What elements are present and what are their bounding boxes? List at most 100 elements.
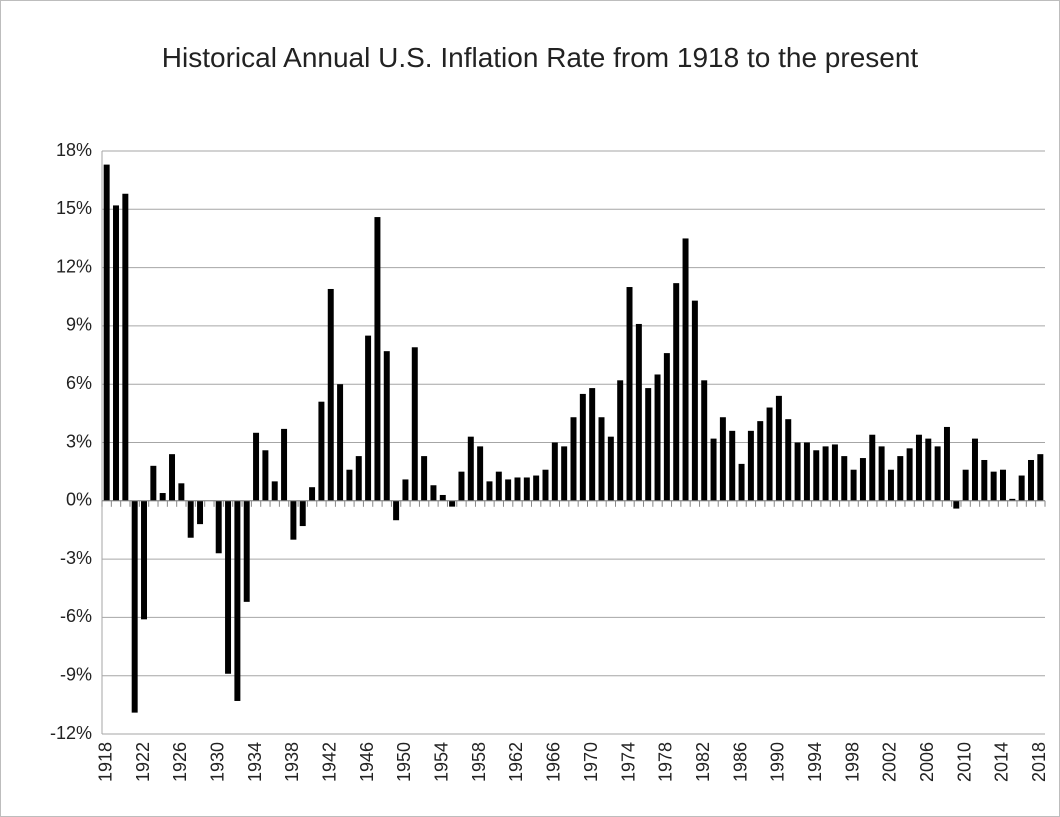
bar — [383, 351, 390, 501]
bar — [439, 494, 446, 501]
bar — [281, 428, 288, 501]
bar — [719, 417, 726, 501]
x-tick-label: 1982 — [693, 742, 713, 782]
bar — [990, 471, 997, 501]
bar — [430, 485, 437, 501]
bar — [262, 450, 269, 501]
x-tick-label: 2010 — [954, 742, 974, 782]
bar — [962, 469, 969, 501]
bar — [953, 500, 960, 509]
x-tick-label: 1938 — [282, 742, 302, 782]
bar — [523, 477, 530, 501]
bar — [551, 442, 558, 501]
bar — [542, 469, 549, 501]
bar — [971, 438, 978, 501]
bar — [346, 469, 353, 501]
x-tick-label: 1954 — [432, 742, 452, 782]
bar — [617, 380, 624, 501]
bar — [477, 446, 484, 501]
x-tick-label: 1986 — [730, 742, 750, 782]
y-tick-label: 18% — [56, 140, 92, 160]
bar — [374, 217, 381, 501]
bar — [225, 500, 232, 674]
bar — [495, 471, 502, 501]
y-tick-label: -6% — [60, 606, 92, 626]
bar — [999, 469, 1006, 501]
bar — [598, 417, 605, 501]
bar — [355, 456, 362, 501]
bar — [897, 456, 904, 501]
bar — [710, 438, 717, 501]
bar — [738, 463, 745, 501]
bar — [150, 465, 157, 501]
bar — [691, 300, 698, 501]
bar — [421, 456, 428, 501]
bar — [869, 434, 876, 501]
bar — [318, 401, 325, 501]
bar — [234, 500, 241, 701]
bar — [159, 493, 166, 501]
bar — [169, 454, 176, 501]
bar — [785, 419, 792, 501]
x-tick-label: 1950 — [394, 742, 414, 782]
bar — [271, 481, 278, 501]
bar — [458, 471, 465, 501]
x-tick-label: 1926 — [170, 742, 190, 782]
bar — [775, 395, 782, 501]
chart-title: Historical Annual U.S. Inflation Rate fr… — [161, 42, 919, 73]
bar — [841, 456, 848, 501]
bar — [943, 426, 950, 501]
bar — [579, 393, 586, 501]
y-tick-label: -3% — [60, 548, 92, 568]
bar — [215, 500, 222, 554]
x-tick-label: 2014 — [992, 742, 1012, 782]
bar — [934, 446, 941, 501]
bar — [309, 487, 316, 501]
x-tick-label: 1974 — [618, 742, 638, 782]
bar — [122, 193, 129, 501]
bar — [467, 436, 474, 501]
bar — [589, 388, 596, 501]
y-tick-label: 6% — [66, 373, 92, 393]
x-tick-label: 1970 — [581, 742, 601, 782]
bar — [757, 421, 764, 501]
bar — [635, 323, 642, 501]
bar — [1028, 459, 1034, 501]
bar — [402, 479, 409, 501]
bar — [859, 458, 866, 501]
bar — [505, 479, 512, 501]
y-tick-label: -12% — [50, 723, 92, 743]
bar — [906, 448, 913, 501]
bar — [887, 469, 894, 501]
bar — [925, 438, 932, 501]
bar — [486, 481, 493, 501]
bar — [747, 430, 754, 501]
x-tick-label: 1990 — [768, 742, 788, 782]
bar — [449, 500, 456, 507]
x-tick-label: 1934 — [245, 742, 265, 782]
bar — [533, 475, 540, 501]
x-tick-label: 1922 — [133, 742, 153, 782]
bar — [197, 500, 204, 525]
bar — [813, 450, 820, 501]
bar — [113, 205, 119, 501]
bar — [327, 288, 334, 501]
bar — [794, 442, 801, 501]
bar — [981, 459, 988, 501]
bar — [729, 430, 736, 501]
bar — [1018, 475, 1025, 501]
x-tick-label: 1966 — [544, 742, 564, 782]
y-tick-label: 0% — [66, 490, 92, 510]
bar — [803, 442, 810, 501]
x-tick-label: 2006 — [917, 742, 937, 782]
bar — [103, 164, 110, 501]
bar — [878, 446, 885, 501]
x-tick-label: 1942 — [319, 742, 339, 782]
bar — [253, 432, 260, 501]
bar — [626, 287, 633, 501]
bar — [561, 446, 568, 501]
bar — [915, 434, 922, 501]
y-tick-label: 3% — [66, 431, 92, 451]
bar — [850, 469, 857, 501]
